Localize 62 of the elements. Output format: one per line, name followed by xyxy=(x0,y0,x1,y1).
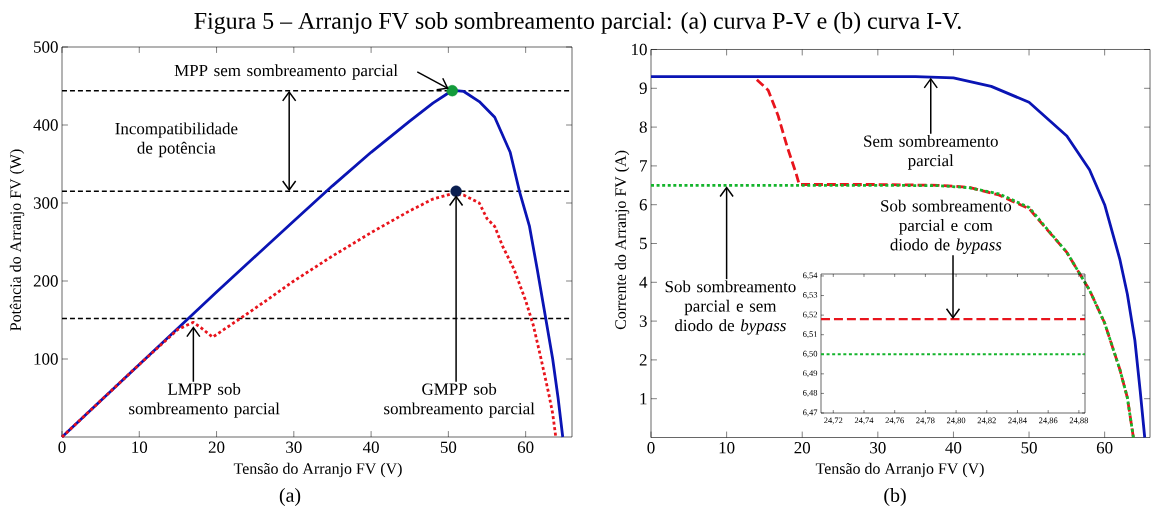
x-axis-title: Tensão do Arranjo FV (V) xyxy=(815,462,984,478)
y-tick-label: 2 xyxy=(639,354,647,366)
line-series xyxy=(649,183,1135,439)
x-tick-label: 30 xyxy=(286,441,302,453)
annotation: MPP sem sombreamento parcial xyxy=(174,64,398,80)
line-series xyxy=(649,75,1147,439)
x-tick-label: 30 xyxy=(870,442,886,454)
x-tick-label: 24,80 xyxy=(946,417,966,425)
annotation: Sob sombreamento parcial e com diodo de bypass xyxy=(881,199,1012,254)
x-tick-label: 24,76 xyxy=(885,417,904,425)
y-tick-label: 6,52 xyxy=(803,311,818,319)
x-tick-label: 10 xyxy=(132,441,148,453)
x-tick-label: 60 xyxy=(517,441,534,453)
annotation: Incompatibilidade de potência xyxy=(115,122,238,158)
annotation: LMPP sob sombreamento parcial xyxy=(129,382,280,418)
annotation: Sem sombreamento parcial xyxy=(864,134,998,170)
y-tick-label: 5 xyxy=(640,237,647,250)
y-axis-title: Potência do Arranjo FV (W) xyxy=(9,149,25,331)
y-tick-label: 4 xyxy=(639,276,648,288)
y-tick-label: 100 xyxy=(34,353,58,365)
y-tick-label: 500 xyxy=(34,41,58,53)
x-tick-label: 24,88 xyxy=(1069,417,1089,425)
x-tick-label: 20 xyxy=(208,441,225,453)
x-tick-label: 10 xyxy=(719,442,735,454)
y-tick-label: 7 xyxy=(640,160,647,172)
x-tick-label: 24,74 xyxy=(854,417,874,425)
annotation: Sob sombreamento parcial e sem diodo de bypass xyxy=(665,280,796,335)
x-tick-label: 40 xyxy=(945,442,962,454)
y-tick-label: 8 xyxy=(639,121,647,133)
y-tick-label: 3 xyxy=(639,315,647,327)
chart-title: Figura 5 – Arranjo FV sob sombreamento parcial: (a) curva P-V e (b) curva I-V. xyxy=(194,12,961,34)
text: (a) xyxy=(279,487,301,507)
x-tick-label: 24,84 xyxy=(1008,417,1027,425)
y-tick-label: 200 xyxy=(33,275,58,287)
x-tick-label: 24,82 xyxy=(977,417,996,425)
x-tick-label: 24,86 xyxy=(1039,417,1058,425)
x-tick-label: 0 xyxy=(58,441,66,453)
y-tick-label: 6,47 xyxy=(803,409,818,417)
x-axis-title: Tensão do Arranjo FV (V) xyxy=(233,462,402,478)
y-tick-label: 6,48 xyxy=(803,389,818,397)
y-tick-label: 9 xyxy=(639,82,647,94)
x-tick-label: 24,72 xyxy=(824,417,843,425)
y-tick-label: 6,49 xyxy=(803,370,818,378)
y-tick-label: 6,50 xyxy=(803,350,818,358)
x-tick-label: 40 xyxy=(362,441,379,453)
x-tick-label: 0 xyxy=(647,442,655,454)
x-tick-label: 20 xyxy=(794,442,811,454)
y-tick-label: 6,53 xyxy=(803,292,818,299)
y-tick-label: 6 xyxy=(639,199,647,211)
y-tick-label: 10 xyxy=(632,43,647,56)
x-tick-label: 50 xyxy=(1021,442,1037,454)
y-tick-label: 1 xyxy=(640,393,647,405)
y-tick-label: 6,54 xyxy=(803,272,818,280)
y-axis-title: Corrente do Arranjo FV (A) xyxy=(614,150,630,330)
x-tick-label: 50 xyxy=(440,441,457,453)
y-tick-label: 400 xyxy=(33,119,58,131)
text: (b) xyxy=(884,487,906,507)
annotation: GMPP sob sombreamento parcial xyxy=(384,382,535,418)
x-tick-label: 60 xyxy=(1096,442,1113,454)
x-tick-label: 24,78 xyxy=(916,417,935,425)
y-tick-label: 300 xyxy=(33,197,58,209)
y-tick-label: 6,51 xyxy=(803,331,817,339)
